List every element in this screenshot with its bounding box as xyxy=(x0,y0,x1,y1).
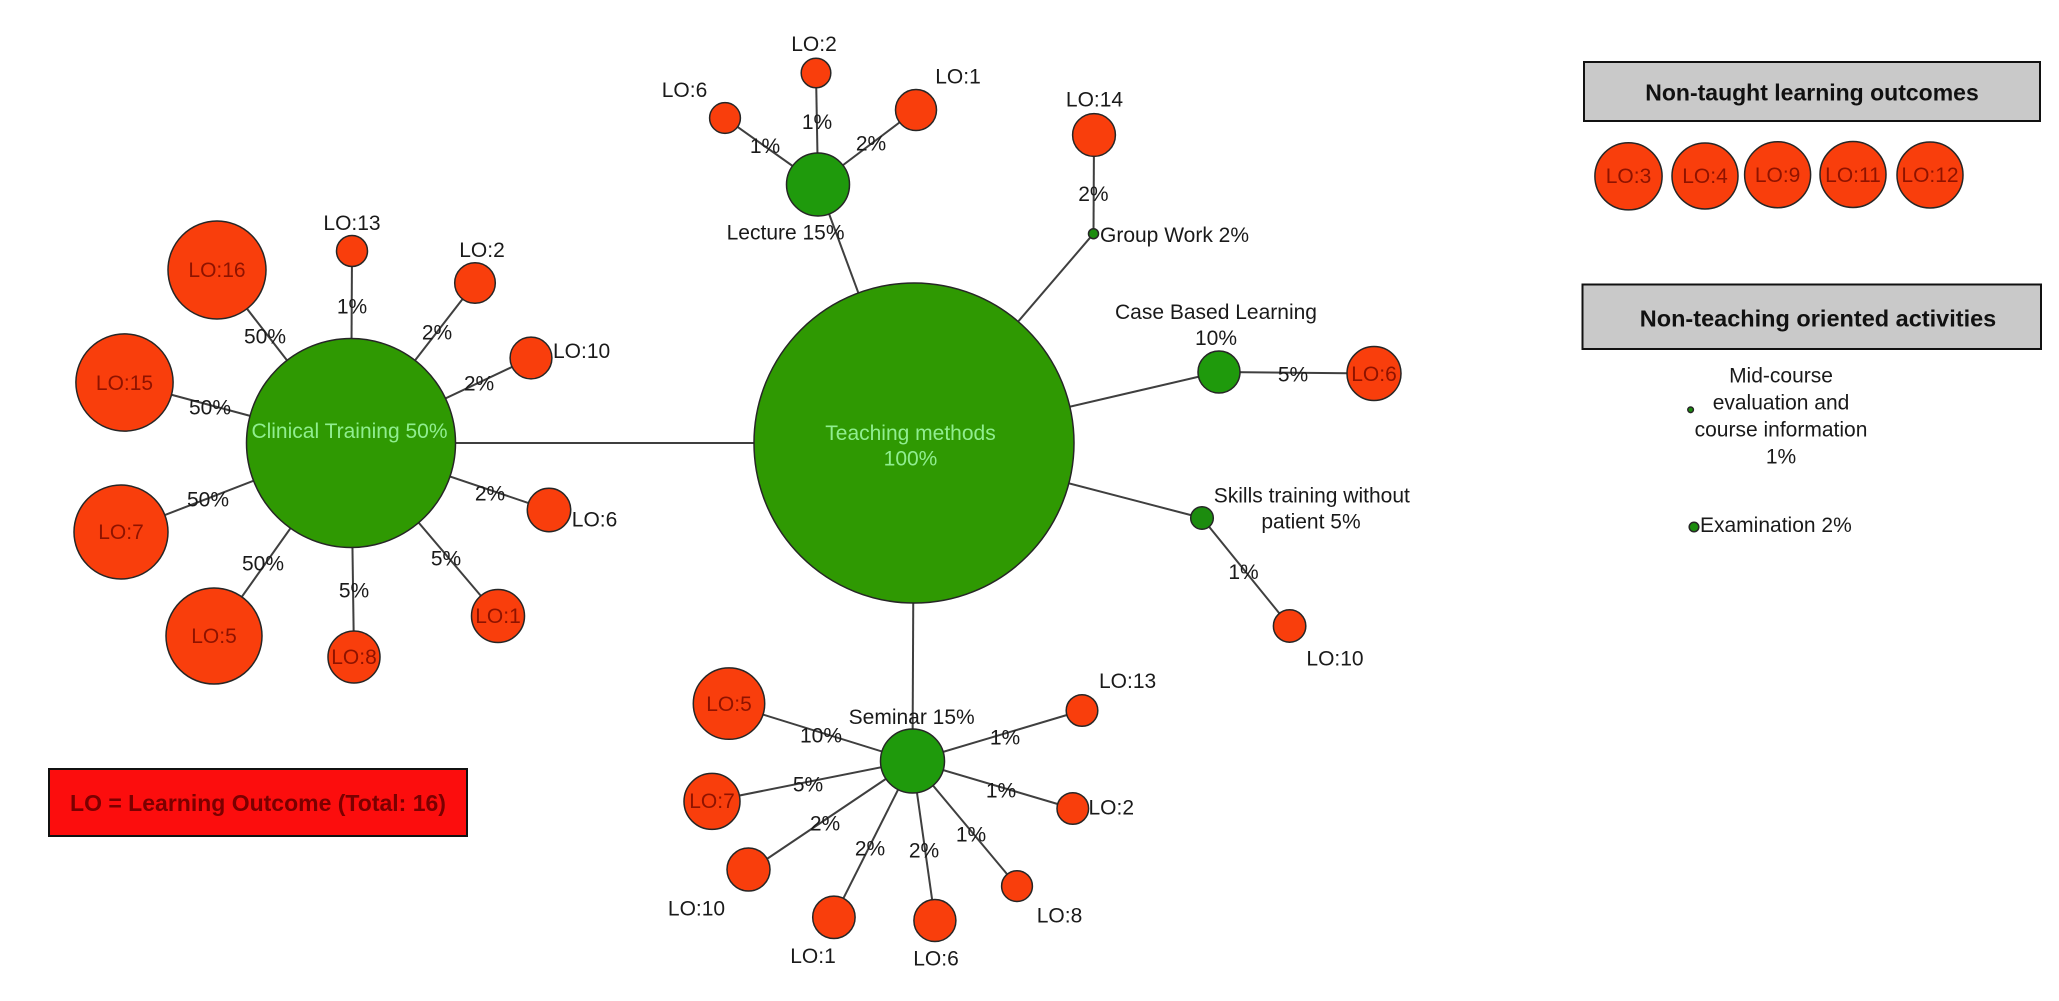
svg-text:Non-teaching oriented activiti: Non-teaching oriented activities xyxy=(1640,306,1996,332)
svg-text:LO:6: LO:6 xyxy=(913,948,959,971)
svg-text:LO:8: LO:8 xyxy=(331,646,377,669)
svg-text:LO:6: LO:6 xyxy=(1351,363,1397,386)
svg-text:LO:6: LO:6 xyxy=(572,509,618,532)
svg-text:Case Based Learning: Case Based Learning xyxy=(1115,301,1317,324)
svg-text:1%: 1% xyxy=(1766,446,1796,469)
svg-text:LO:11: LO:11 xyxy=(1825,164,1881,187)
svg-text:50%: 50% xyxy=(244,326,286,349)
svg-text:LO:10: LO:10 xyxy=(1306,648,1363,671)
svg-text:50%: 50% xyxy=(187,489,229,512)
svg-text:1%: 1% xyxy=(956,824,986,847)
svg-text:2%: 2% xyxy=(422,322,452,345)
svg-text:2%: 2% xyxy=(475,483,505,506)
svg-text:5%: 5% xyxy=(339,580,369,603)
svg-text:LO:9: LO:9 xyxy=(1755,164,1801,187)
svg-text:LO:5: LO:5 xyxy=(191,625,237,648)
svg-text:LO:10: LO:10 xyxy=(553,340,610,363)
svg-text:LO:12: LO:12 xyxy=(1901,164,1958,187)
svg-text:evaluation and: evaluation and xyxy=(1713,392,1850,415)
svg-text:LO:14: LO:14 xyxy=(1066,89,1124,112)
svg-text:10%: 10% xyxy=(1195,327,1237,350)
svg-text:LO:5: LO:5 xyxy=(706,693,752,716)
svg-text:LO:15: LO:15 xyxy=(96,372,153,395)
svg-text:5%: 5% xyxy=(1278,364,1308,387)
svg-text:LO:3: LO:3 xyxy=(1606,165,1652,188)
svg-text:5%: 5% xyxy=(793,774,823,797)
svg-text:course information: course information xyxy=(1695,419,1868,442)
svg-text:5%: 5% xyxy=(431,548,461,571)
svg-text:LO:13: LO:13 xyxy=(323,212,380,235)
svg-text:LO:13: LO:13 xyxy=(1099,670,1156,693)
svg-text:2%: 2% xyxy=(464,373,494,396)
svg-text:Non-taught learning outcomes: Non-taught learning outcomes xyxy=(1645,80,1979,106)
svg-text:LO:2: LO:2 xyxy=(791,33,837,56)
svg-text:LO:2: LO:2 xyxy=(1089,797,1135,820)
svg-text:1%: 1% xyxy=(337,296,367,319)
svg-text:LO:16: LO:16 xyxy=(188,259,245,282)
svg-text:LO:1: LO:1 xyxy=(935,66,981,89)
svg-text:LO:2: LO:2 xyxy=(459,239,505,262)
svg-text:1%: 1% xyxy=(802,111,832,134)
svg-text:LO:8: LO:8 xyxy=(1037,905,1083,928)
svg-text:10%: 10% xyxy=(800,725,842,748)
svg-text:LO:7: LO:7 xyxy=(98,521,144,544)
svg-text:Skills training without: Skills training without xyxy=(1214,485,1410,508)
svg-text:LO:1: LO:1 xyxy=(475,605,521,628)
svg-text:Clinical Training 50%: Clinical Training 50% xyxy=(251,420,447,443)
svg-text:50%: 50% xyxy=(242,553,284,576)
svg-text:1%: 1% xyxy=(986,780,1016,803)
svg-text:patient 5%: patient 5% xyxy=(1261,511,1360,534)
svg-text:2%: 2% xyxy=(810,813,840,836)
svg-text:Mid-course: Mid-course xyxy=(1729,365,1833,388)
svg-text:2%: 2% xyxy=(909,840,939,863)
svg-text:1%: 1% xyxy=(750,135,780,158)
svg-text:2%: 2% xyxy=(856,133,886,156)
svg-text:100%: 100% xyxy=(884,448,938,471)
svg-text:LO:6: LO:6 xyxy=(662,79,708,102)
svg-text:LO:1: LO:1 xyxy=(790,945,836,968)
svg-text:Seminar 15%: Seminar 15% xyxy=(849,706,975,729)
svg-text:2%: 2% xyxy=(1078,183,1108,206)
svg-text:1%: 1% xyxy=(990,727,1020,750)
svg-text:Teaching methods: Teaching methods xyxy=(825,422,995,445)
svg-text:LO = Learning Outcome (Total:: LO = Learning Outcome (Total: 16) xyxy=(70,790,446,816)
svg-text:Examination 2%: Examination 2% xyxy=(1700,514,1852,537)
svg-text:50%: 50% xyxy=(189,397,231,420)
svg-text:LO:7: LO:7 xyxy=(689,790,735,813)
svg-text:Group Work 2%: Group Work 2% xyxy=(1100,224,1249,247)
svg-text:2%: 2% xyxy=(855,838,885,861)
svg-text:Lecture 15%: Lecture 15% xyxy=(727,222,845,245)
svg-text:1%: 1% xyxy=(1228,561,1258,584)
svg-text:LO:10: LO:10 xyxy=(668,898,725,921)
svg-text:LO:4: LO:4 xyxy=(1682,165,1728,188)
